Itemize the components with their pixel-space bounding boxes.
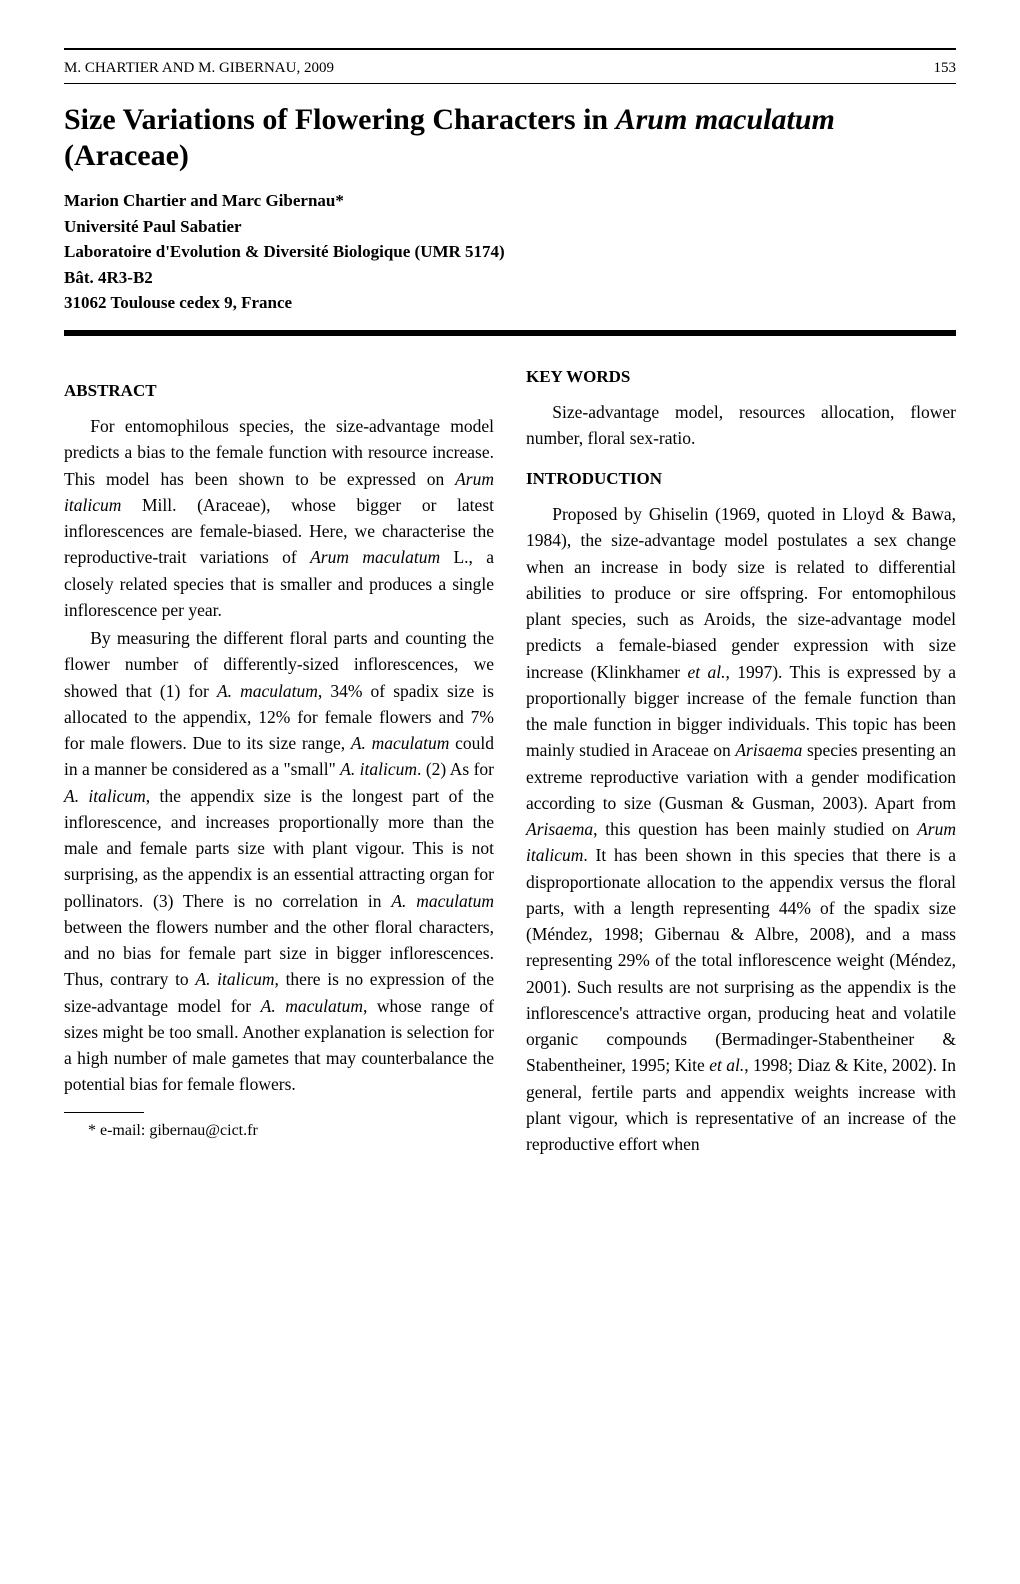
affiliation-line: Laboratoire d'Evolution & Diversité Biol… bbox=[64, 239, 956, 265]
title-prefix: Size Variations of Flowering Characters … bbox=[64, 103, 616, 136]
keywords-paragraph: Size-advantage model, resources allocati… bbox=[526, 399, 956, 452]
title-suffix: (Araceae) bbox=[64, 139, 189, 172]
footnote: * e-mail: gibernau@cict.fr bbox=[64, 1119, 494, 1143]
running-head-left: M. CHARTIER AND M. GIBERNAU, 2009 bbox=[64, 60, 334, 77]
affiliation-line: 31062 Toulouse cedex 9, France bbox=[64, 290, 956, 316]
affiliation-line: Université Paul Sabatier bbox=[64, 214, 956, 240]
affiliation-line: Bât. 4R3-B2 bbox=[64, 265, 956, 291]
article-title: Size Variations of Flowering Characters … bbox=[64, 102, 956, 174]
intro-paragraph: Proposed by Ghiselin (1969, quoted in Ll… bbox=[526, 501, 956, 1157]
abstract-paragraph: For entomophilous species, the size-adva… bbox=[64, 413, 494, 623]
abstract-paragraph: By measuring the different floral parts … bbox=[64, 625, 494, 1098]
running-head: M. CHARTIER AND M. GIBERNAU, 2009 153 bbox=[64, 54, 956, 84]
thick-rule bbox=[64, 330, 956, 336]
top-rule bbox=[64, 48, 956, 50]
keywords-head: KEY WORDS bbox=[526, 364, 956, 390]
title-species: Arum maculatum bbox=[616, 103, 835, 136]
body-columns: ABSTRACT For entomophilous species, the … bbox=[64, 364, 956, 1158]
authors-line: Marion Chartier and Marc Gibernau* bbox=[64, 188, 956, 214]
page-number: 153 bbox=[934, 60, 957, 77]
abstract-head: ABSTRACT bbox=[64, 378, 494, 404]
introduction-head: INTRODUCTION bbox=[526, 466, 956, 492]
footnote-separator bbox=[64, 1112, 144, 1113]
authors-block: Marion Chartier and Marc Gibernau* Unive… bbox=[64, 188, 956, 316]
